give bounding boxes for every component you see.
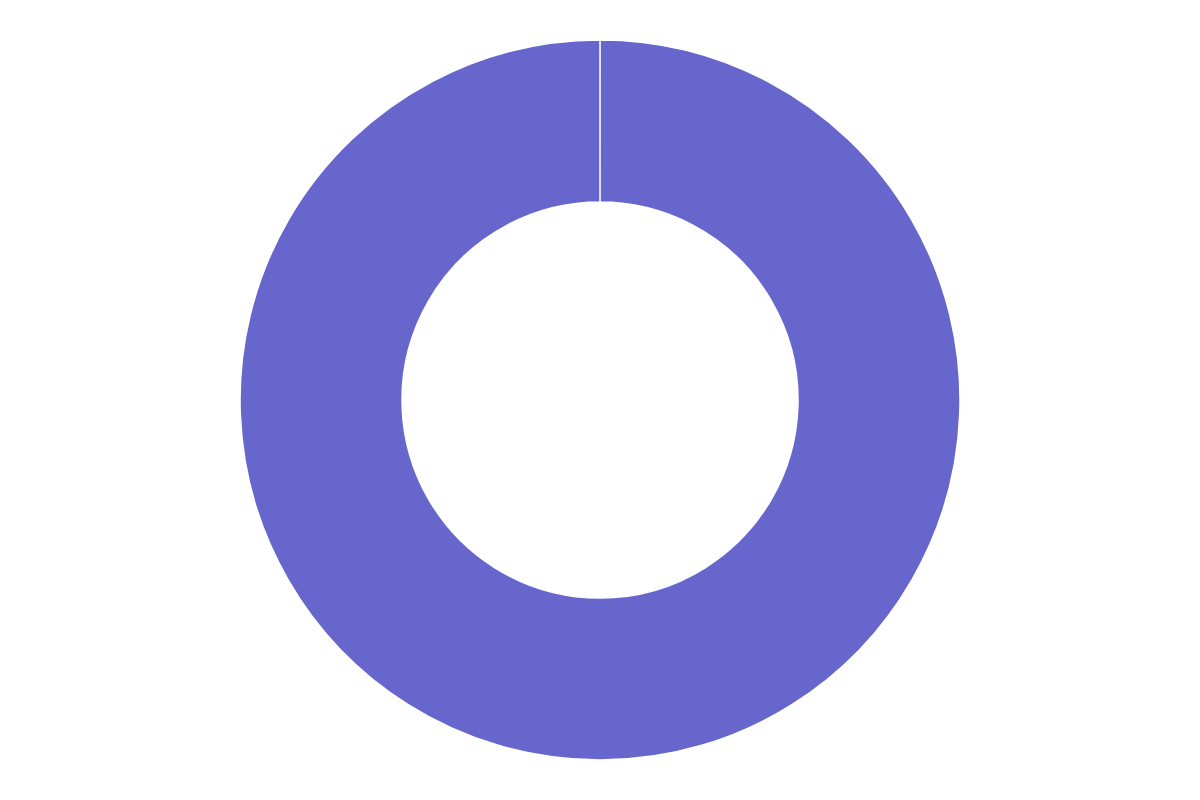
slices: [240, 40, 960, 760]
slice: [240, 40, 960, 760]
chart: [0, 0, 1200, 800]
